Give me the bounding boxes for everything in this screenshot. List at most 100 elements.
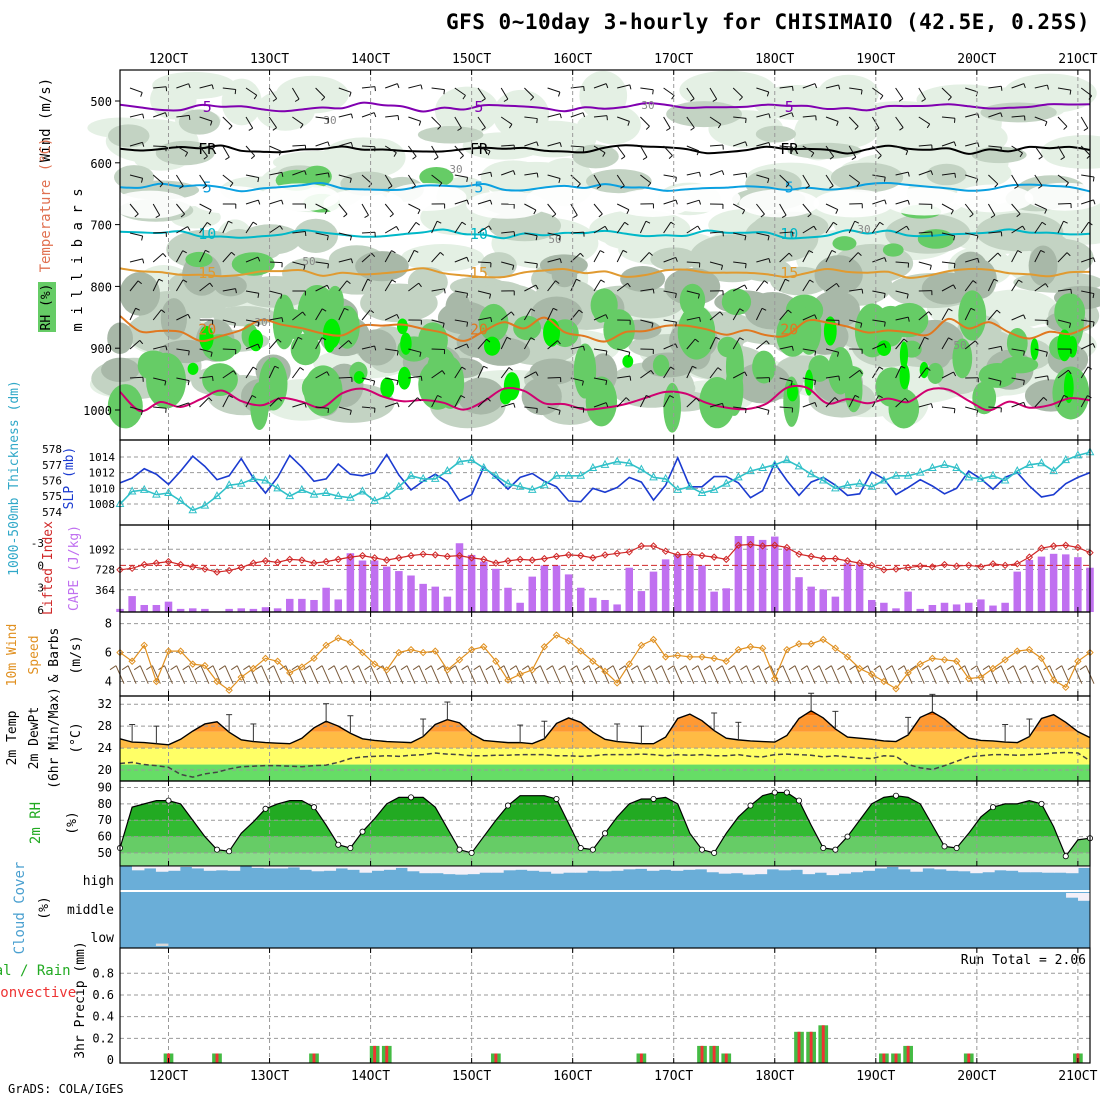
cape-bar — [613, 604, 621, 612]
cloud-high-gap — [215, 866, 229, 871]
rh-marker — [953, 845, 960, 852]
wind-barb-flag — [466, 343, 470, 349]
wind-barb-flag — [836, 283, 840, 288]
rh-shade — [830, 162, 904, 193]
wind-barb-flag — [134, 213, 139, 218]
wind-barb-flag — [327, 118, 329, 124]
lifted-index-marker — [201, 565, 209, 573]
wind-barb — [152, 174, 164, 184]
cape-bar — [176, 608, 185, 612]
wind-barb-flag — [651, 323, 654, 328]
temp-band — [120, 715, 1090, 732]
wind-barb-flag — [348, 340, 352, 345]
wind-barb-flag — [745, 408, 747, 414]
wind-barb-flag — [277, 338, 282, 343]
wind-barb — [1034, 84, 1048, 89]
cape-bar — [686, 555, 694, 612]
wind-barb — [663, 199, 677, 205]
wind-barb — [292, 170, 305, 176]
cloud-high-gap — [862, 866, 875, 871]
wind-barb — [1011, 401, 1024, 408]
wind-barb — [408, 116, 421, 122]
wind-barb — [802, 203, 812, 215]
wind10m-barb-flag — [340, 665, 347, 671]
wind-barb-flag — [321, 308, 327, 312]
lifted-index-marker — [564, 551, 573, 559]
slp-tick-label: 1010 — [89, 482, 116, 495]
wind-barb-flag — [1046, 84, 1049, 90]
thickness-marker — [576, 470, 586, 479]
wind-barb — [547, 308, 554, 321]
cape-bar — [867, 599, 876, 612]
li-tick-label: 0 — [37, 559, 44, 572]
wind-barb-flag — [1063, 394, 1069, 398]
cape-bar — [479, 561, 488, 612]
wind-barb-flag — [990, 214, 996, 218]
wind-barb — [663, 395, 671, 408]
date-label-top: 21OCT — [1058, 52, 1097, 67]
wind-barb-flag — [576, 278, 581, 282]
wind-barb-flag — [391, 279, 397, 283]
lifted-index-marker — [298, 556, 306, 564]
wind-barb-flag — [744, 284, 748, 290]
cape-bar — [419, 583, 427, 612]
wind-speed-marker — [613, 679, 621, 687]
wind-barb — [639, 395, 647, 408]
rh-shade — [585, 376, 618, 427]
rh-shade — [355, 251, 409, 282]
wind-barb-flag — [1063, 220, 1068, 224]
cape-bar — [237, 608, 246, 612]
lifted-index-marker — [989, 560, 997, 568]
wind-barb — [918, 403, 932, 408]
cape-bar — [698, 565, 706, 612]
wind-barb — [1081, 199, 1094, 205]
cape-bar — [795, 577, 803, 612]
wind-barb-flag — [745, 263, 747, 269]
wind-barb-flag — [648, 252, 653, 256]
wind-barb-flag — [838, 375, 841, 381]
wind-barb-flag — [1069, 89, 1072, 95]
wind-barb — [918, 337, 925, 350]
rh-clear — [884, 187, 965, 216]
thickness-marker — [236, 478, 246, 487]
rh-shade — [185, 251, 213, 268]
lifted-index-marker — [855, 559, 864, 567]
wind-barb — [779, 406, 793, 409]
thickness-marker — [661, 473, 670, 482]
wind-barb — [988, 252, 999, 263]
cape-bar — [952, 604, 961, 612]
cape-bar — [843, 563, 852, 612]
wind10m-barb — [406, 665, 416, 684]
wind-barb-flag — [182, 279, 188, 283]
rh-shade — [426, 347, 457, 396]
wind-barb-flag — [969, 213, 974, 218]
wind-barb — [384, 145, 397, 154]
wind-barb — [245, 221, 254, 234]
cape-bar — [225, 608, 233, 612]
wind-barb — [987, 203, 996, 216]
wind-barb — [361, 279, 369, 292]
wind-barb-flag — [900, 365, 906, 369]
wind-barb — [732, 203, 745, 211]
precip-convective-bar — [906, 1045, 910, 1063]
cloud-high-gap — [263, 866, 277, 869]
wind-barb — [1080, 116, 1089, 129]
wind-barb — [570, 112, 584, 118]
cape-bar — [940, 602, 949, 612]
cloud-background — [120, 866, 1090, 948]
wind-barb-flag — [487, 150, 491, 156]
wind-barb — [338, 406, 352, 411]
wind-barb — [988, 406, 1002, 409]
rh-shade — [927, 362, 944, 384]
wind-barb-flag — [788, 252, 793, 257]
wind-barb — [593, 145, 606, 154]
wind-barb — [431, 288, 445, 292]
rh-shade — [592, 289, 610, 323]
wind-barb-flag — [396, 314, 400, 319]
wind-barb — [988, 345, 1002, 350]
wind-barb-flag — [535, 371, 539, 377]
wind-barb — [129, 232, 143, 237]
wind-barb-flag — [883, 293, 886, 299]
cloud-high-gap — [646, 866, 660, 871]
wind-barb-flag — [393, 152, 397, 157]
